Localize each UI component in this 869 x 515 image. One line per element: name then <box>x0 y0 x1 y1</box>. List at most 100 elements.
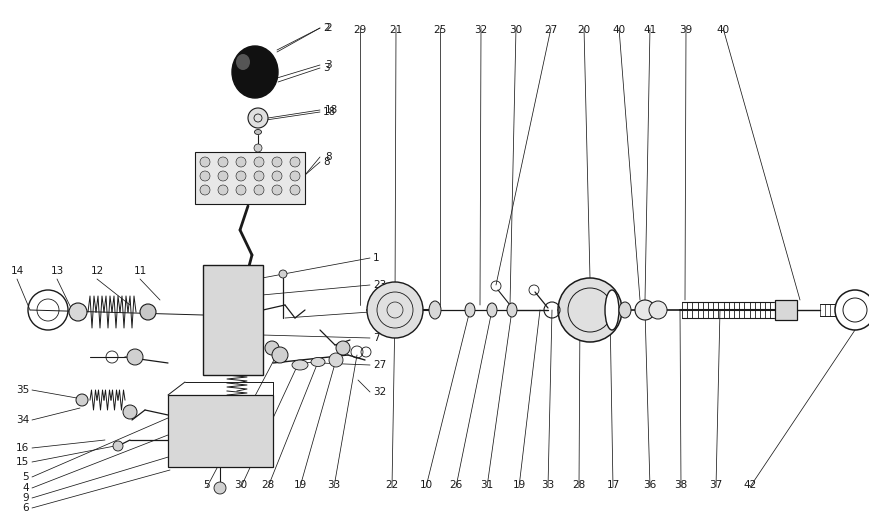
Ellipse shape <box>311 357 325 367</box>
Text: 27: 27 <box>373 360 386 370</box>
Text: 18: 18 <box>323 107 336 117</box>
Ellipse shape <box>605 290 619 330</box>
Ellipse shape <box>292 360 308 370</box>
Circle shape <box>236 157 246 167</box>
Circle shape <box>558 278 622 342</box>
Circle shape <box>329 353 343 367</box>
Circle shape <box>279 270 287 278</box>
FancyBboxPatch shape <box>775 300 797 320</box>
Circle shape <box>336 341 350 355</box>
Text: 2: 2 <box>323 23 329 33</box>
Text: 29: 29 <box>354 25 367 35</box>
Text: 1: 1 <box>373 253 380 263</box>
Text: 38: 38 <box>674 480 687 490</box>
Text: 31: 31 <box>481 480 494 490</box>
Ellipse shape <box>232 46 278 98</box>
Text: 2: 2 <box>325 23 332 33</box>
Circle shape <box>265 341 279 355</box>
Text: 35: 35 <box>16 385 29 395</box>
Text: 15: 15 <box>16 457 29 467</box>
Circle shape <box>290 171 300 181</box>
Text: 8: 8 <box>325 152 332 162</box>
Ellipse shape <box>255 129 262 134</box>
Text: 41: 41 <box>643 25 657 35</box>
Text: 27: 27 <box>544 25 558 35</box>
Text: 6: 6 <box>23 503 29 513</box>
FancyBboxPatch shape <box>195 152 305 204</box>
Circle shape <box>272 347 288 363</box>
Text: 17: 17 <box>607 480 620 490</box>
Ellipse shape <box>429 301 441 319</box>
Text: 36: 36 <box>643 480 657 490</box>
Circle shape <box>127 349 143 365</box>
Text: 14: 14 <box>10 266 23 276</box>
Text: 39: 39 <box>680 25 693 35</box>
Circle shape <box>214 482 226 494</box>
Text: 18: 18 <box>325 105 338 115</box>
Text: 34: 34 <box>16 415 29 425</box>
Text: 7: 7 <box>373 333 380 343</box>
Text: 16: 16 <box>16 443 29 453</box>
Circle shape <box>254 171 264 181</box>
Circle shape <box>835 290 869 330</box>
Text: 33: 33 <box>328 480 341 490</box>
Text: 13: 13 <box>50 266 63 276</box>
Text: 19: 19 <box>513 480 526 490</box>
Circle shape <box>200 185 210 195</box>
Text: 32: 32 <box>474 25 488 35</box>
FancyBboxPatch shape <box>168 395 273 467</box>
Circle shape <box>290 185 300 195</box>
Text: 30: 30 <box>509 25 522 35</box>
Circle shape <box>367 282 423 338</box>
Text: 26: 26 <box>449 480 462 490</box>
Circle shape <box>236 185 246 195</box>
Text: 8: 8 <box>323 157 329 167</box>
Text: 20: 20 <box>577 25 591 35</box>
Circle shape <box>635 300 655 320</box>
Circle shape <box>200 171 210 181</box>
Ellipse shape <box>236 54 250 70</box>
Circle shape <box>140 304 156 320</box>
Circle shape <box>200 157 210 167</box>
Text: 25: 25 <box>434 25 447 35</box>
Text: 28: 28 <box>262 480 275 490</box>
Circle shape <box>248 108 268 128</box>
Circle shape <box>236 171 246 181</box>
Text: 11: 11 <box>133 266 147 276</box>
Circle shape <box>254 185 264 195</box>
Text: 22: 22 <box>385 480 399 490</box>
Circle shape <box>649 301 667 319</box>
Text: 37: 37 <box>709 480 723 490</box>
Circle shape <box>272 157 282 167</box>
Text: 40: 40 <box>613 25 626 35</box>
Text: 12: 12 <box>90 266 103 276</box>
Text: 4: 4 <box>23 483 29 493</box>
Circle shape <box>113 441 123 451</box>
Ellipse shape <box>507 303 517 317</box>
Text: 5: 5 <box>203 480 210 490</box>
Text: 5: 5 <box>23 472 29 482</box>
Text: 9: 9 <box>23 493 29 503</box>
Circle shape <box>123 405 137 419</box>
Ellipse shape <box>487 303 497 317</box>
Text: 3: 3 <box>323 63 329 73</box>
Circle shape <box>290 157 300 167</box>
Text: 10: 10 <box>420 480 433 490</box>
Circle shape <box>76 394 88 406</box>
Text: 32: 32 <box>373 387 386 397</box>
Circle shape <box>218 171 228 181</box>
Circle shape <box>69 303 87 321</box>
Text: 3: 3 <box>325 60 332 70</box>
Text: 33: 33 <box>541 480 554 490</box>
FancyBboxPatch shape <box>203 265 263 375</box>
Text: 28: 28 <box>573 480 586 490</box>
Ellipse shape <box>465 303 475 317</box>
Circle shape <box>218 185 228 195</box>
Text: 23: 23 <box>373 280 386 290</box>
Circle shape <box>254 157 264 167</box>
Text: 24: 24 <box>373 307 386 317</box>
Text: 19: 19 <box>294 480 307 490</box>
Circle shape <box>272 185 282 195</box>
Circle shape <box>272 171 282 181</box>
Text: 40: 40 <box>716 25 730 35</box>
